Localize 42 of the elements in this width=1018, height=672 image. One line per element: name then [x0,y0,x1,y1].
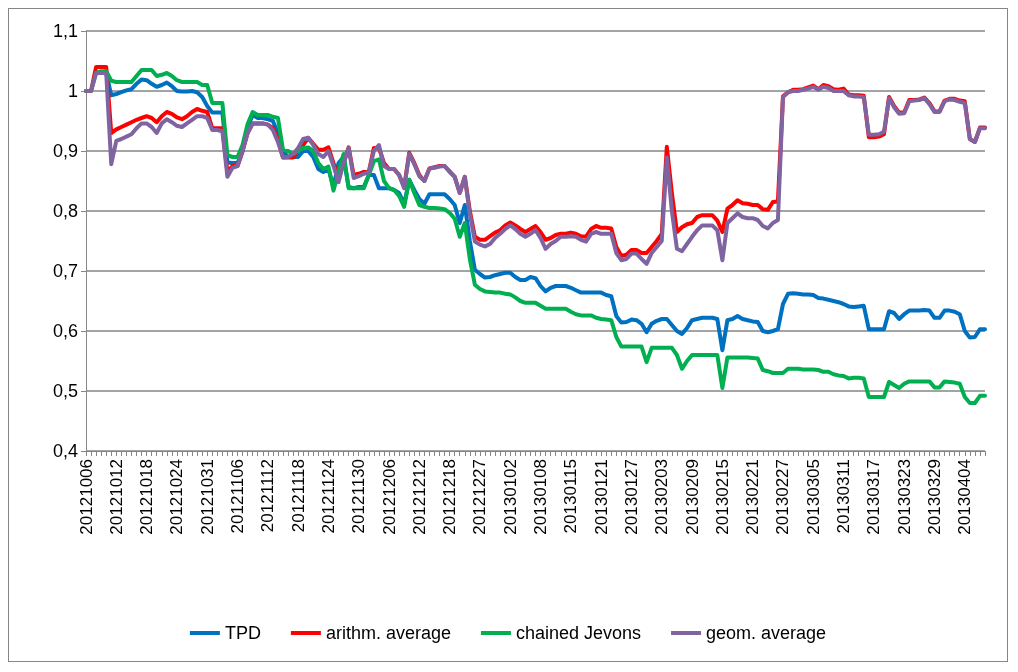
x-tick-label: 20121218 [440,459,460,535]
x-tick-label: 20121024 [167,459,187,535]
x-tick-label: 20130209 [682,459,702,535]
x-tick-label: 20130221 [743,459,763,535]
x-tick-label: 20121206 [379,459,399,535]
y-tick-label: 0,6 [52,321,78,341]
x-tick-label: 20121106 [228,459,248,534]
x-tick-label: 20121124 [318,459,338,534]
y-tick-label: 0,9 [52,141,78,161]
y-tick-label: 1,1 [52,21,78,41]
y-tick-label: 1 [67,81,78,101]
y-tick-label: 0,4 [52,441,78,461]
x-tick-label: 20121212 [409,459,429,535]
y-tick-label: 0,8 [52,201,78,221]
legend-label: geom. average [706,623,827,643]
x-tick-label: 20121112 [258,459,278,533]
x-tick-label: 20130317 [864,459,884,535]
x-tick-label: 20130305 [803,459,823,535]
x-tick-label: 20130329 [924,459,944,535]
legend-label: TPD [224,623,261,643]
x-tick-label: 20130203 [652,459,672,535]
x-tick-label: 20121031 [197,459,217,535]
x-tick-label: 20130311 [834,459,854,534]
legend-label: chained Jevons [515,623,642,643]
x-tick-label: 20130215 [712,459,732,535]
x-tick-label: 20130127 [621,459,641,535]
x-tick-label: 20130102 [500,459,520,535]
legend-label: arithm. average [325,623,451,643]
x-tick-label: 20130323 [894,459,914,535]
x-tick-label: 20130227 [773,459,793,535]
x-tick-label: 20121012 [106,459,126,535]
x-tick-label: 20121130 [349,459,369,534]
x-tick-label: 20130404 [955,459,975,535]
x-tick-label: 20121018 [137,459,157,535]
x-tick-label: 20130121 [591,459,611,535]
x-tick-label: 20121006 [76,459,96,535]
x-tick-label: 20130115 [561,459,581,534]
y-tick-label: 0,7 [52,261,78,281]
x-tick-label: 20130108 [531,459,551,535]
y-tick-label: 0,5 [52,381,78,401]
x-tick-label: 20121227 [470,459,490,535]
x-tick-label: 20121118 [288,459,308,533]
